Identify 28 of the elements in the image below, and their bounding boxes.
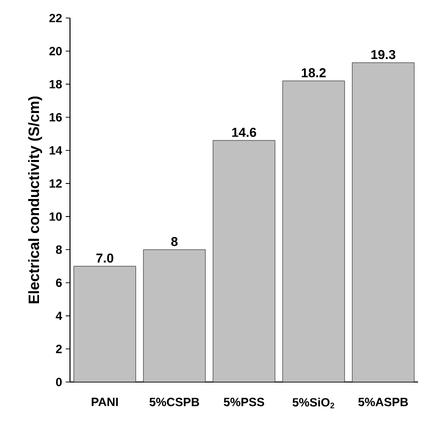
- x-tick-label: 5%ASPB: [358, 398, 408, 406]
- bar: [212, 140, 276, 382]
- y-tick-label: 10: [50, 212, 62, 221]
- bar: [74, 266, 136, 382]
- y-tick-label: 22: [49, 14, 62, 22]
- y-tick-label: 12: [50, 179, 62, 188]
- y-tick-label: 4: [56, 312, 62, 320]
- y-tick-label: 2: [56, 344, 62, 354]
- x-tick-label: 5%CSPB: [150, 398, 200, 406]
- x-tick-label: 5%SiO$_{2}$: [292, 398, 334, 408]
- y-tick-label: 16: [50, 113, 62, 122]
- bar: [282, 80, 345, 382]
- x-tick-label: PANI: [92, 398, 118, 406]
- bar: [143, 249, 206, 382]
- x-tick-label: 5%PSS: [224, 398, 264, 406]
- y-tick-label: 8: [56, 245, 62, 254]
- y-axis-title: Electrical conductivity (S/cm): [28, 96, 42, 304]
- y-tick-label: 0: [56, 378, 62, 386]
- data-label: 19.3: [371, 50, 396, 60]
- data-label: 7.0: [96, 253, 114, 263]
- bar: [352, 62, 414, 382]
- data-label: 18.2: [302, 68, 326, 78]
- y-tick-label: 20: [49, 46, 62, 56]
- y-tick-label: 14: [50, 146, 62, 154]
- data-label: 14.6: [232, 128, 256, 137]
- y-tick-label: 6: [56, 278, 62, 287]
- data-label: 8: [171, 236, 178, 246]
- y-tick-label: 18: [50, 80, 62, 88]
